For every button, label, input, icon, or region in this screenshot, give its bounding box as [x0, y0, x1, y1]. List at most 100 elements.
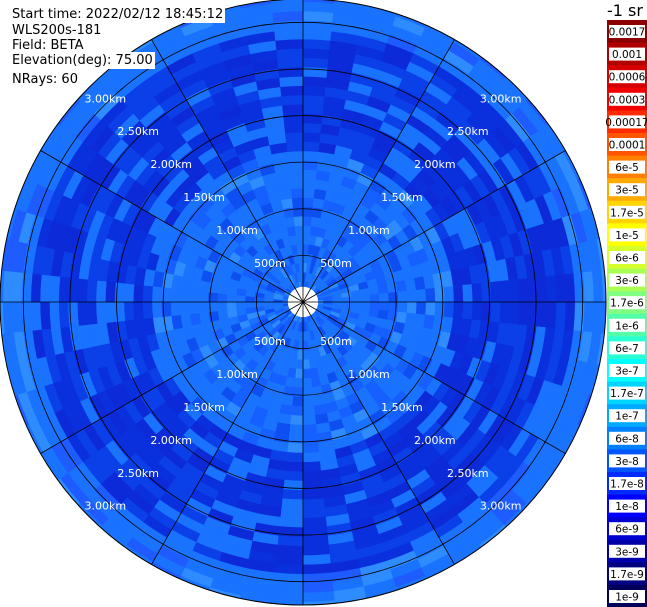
device-label: WLS200s-181 [12, 23, 102, 38]
beta-cell [235, 294, 246, 303]
beta-cell [235, 301, 246, 310]
elevation-label: Elevation(deg): 75.00 [12, 52, 155, 69]
beta-cell [302, 10, 334, 23]
beta-cell [105, 301, 116, 323]
ring-label: 2.50km [117, 467, 159, 480]
ring-label: 500m [320, 335, 352, 348]
colorbar-tick-label: 1.7e-9 [610, 569, 644, 581]
ring-label: 1.50km [381, 401, 423, 414]
colorbar-title: -1 sr [607, 1, 643, 20]
colorbar-tick-label: 0.0006 [609, 72, 646, 84]
azimuth-spoke [302, 301, 455, 565]
beta-cell [142, 301, 154, 320]
beta-cell [302, 1, 335, 13]
beta-cell [276, 48, 304, 60]
beta-cell [281, 498, 304, 510]
colorbar-tick-label: 1e-8 [615, 501, 639, 513]
beta-cell [397, 301, 408, 314]
colorbar-label-box [609, 522, 645, 536]
beta-cell [415, 301, 427, 316]
beta-cell [272, 10, 304, 23]
colorbar-tick-label: 0.0017 [609, 27, 646, 39]
beta-cell [271, 1, 304, 13]
ring-label: 2.00km [414, 434, 456, 447]
beta-cell [302, 581, 334, 594]
beta-cell [313, 188, 327, 201]
beta-cell [274, 563, 304, 575]
beta-cell [302, 225, 312, 236]
beta-cell [290, 405, 304, 416]
beta-cell [425, 287, 436, 303]
beta-cell [226, 293, 237, 303]
ring-label: 2.50km [447, 125, 489, 138]
azimuth-spoke [302, 150, 566, 303]
beta-cell [77, 301, 89, 326]
beta-cell [536, 276, 548, 303]
colorbar-label-box [609, 477, 645, 490]
beta-cell [58, 276, 70, 303]
beta-cell [282, 489, 304, 500]
beta-cell [2, 301, 14, 334]
colorbar-tick-label: 3e-7 [615, 366, 639, 378]
colorbar-tick-label: 0.00017 [605, 117, 647, 129]
beta-cell [415, 288, 427, 303]
azimuth-spoke [302, 301, 566, 454]
colorbar-label-box [609, 544, 645, 558]
colorbar-tick-label: 1e-9 [615, 592, 639, 604]
beta-cell [302, 85, 326, 97]
beta-cell [302, 94, 325, 106]
beta-cell [395, 311, 408, 324]
beta-cell [302, 197, 315, 208]
beta-cell [179, 301, 191, 316]
beta-cell [289, 414, 304, 426]
beta-cell [86, 279, 98, 303]
beta-cell [281, 394, 294, 407]
beta-cell [302, 498, 325, 510]
beta-cell [198, 311, 211, 324]
beta-cell [280, 85, 304, 97]
beta-cell [189, 289, 200, 303]
beta-cell [279, 516, 304, 528]
beta-cell [217, 309, 229, 321]
beta-cell [302, 442, 320, 454]
colorbar-tick-label: 0.0001 [609, 140, 646, 152]
beta-cell [302, 489, 324, 500]
beta-cell [2, 270, 14, 303]
beta-cell [406, 289, 417, 303]
colorbar-label-box [609, 115, 645, 129]
beta-cell [279, 403, 293, 416]
beta-cell [554, 274, 567, 303]
ring-label: 1.00km [348, 368, 390, 381]
colorbar-tick-label: 6e-9 [615, 524, 639, 536]
ring-label: 1.50km [183, 401, 225, 414]
beta-cell [302, 387, 314, 398]
beta-cell [302, 461, 321, 472]
colorbar-label-box [609, 205, 645, 219]
ring-label: 500m [254, 335, 286, 348]
colorbar-label-box [609, 409, 645, 423]
beta-cell [302, 516, 327, 528]
beta-cell [388, 301, 399, 313]
beta-cell [281, 197, 294, 210]
colorbar-label-box [609, 431, 645, 445]
beta-cell [302, 507, 326, 519]
beta-cell [277, 535, 304, 547]
colorbar-label-box [609, 296, 645, 310]
beta-cell [288, 424, 304, 435]
beta-cell [395, 280, 408, 293]
beta-cell [302, 76, 327, 88]
beta-cell [286, 150, 304, 162]
beta-cell [508, 279, 520, 303]
beta-cell [11, 271, 24, 303]
beta-cell [592, 301, 604, 334]
ring-label: 500m [254, 257, 286, 270]
ring-label: 1.00km [348, 224, 390, 237]
beta-cell [189, 312, 202, 326]
beta-cell [282, 104, 304, 115]
beta-cell [30, 301, 42, 331]
beta-cell [443, 285, 455, 303]
beta-cell [198, 290, 209, 303]
beta-cell [564, 273, 576, 303]
beta-cell [244, 301, 256, 309]
